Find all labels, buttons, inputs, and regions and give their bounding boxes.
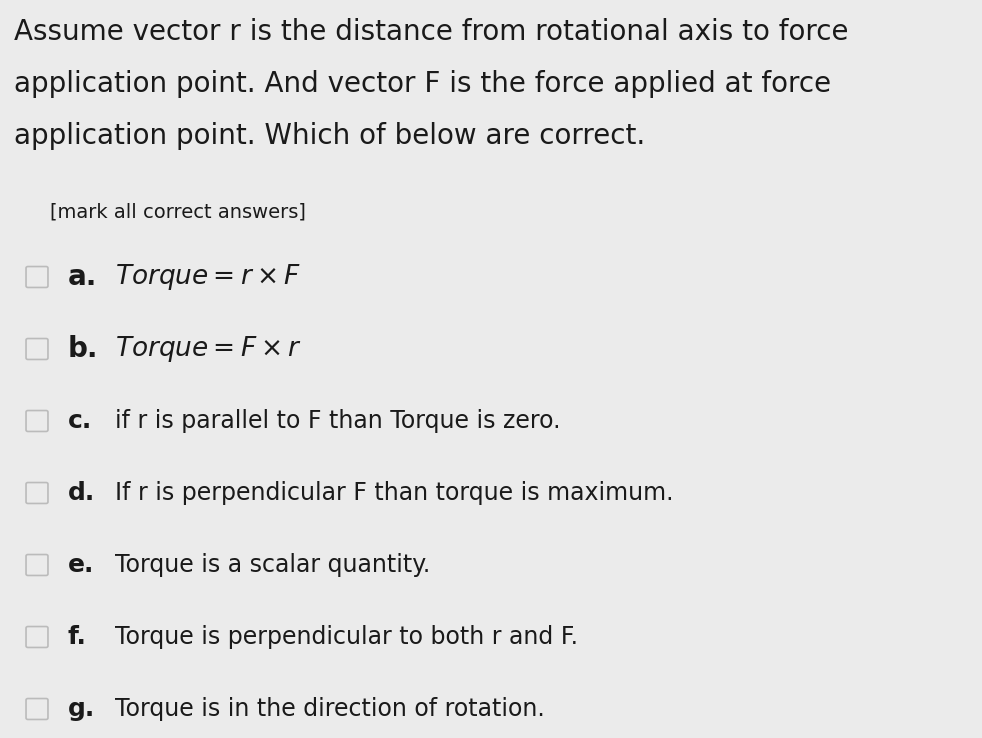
Text: $\mathit{Torque} = r \times F$: $\mathit{Torque} = r \times F$ xyxy=(115,262,300,292)
Text: d.: d. xyxy=(68,481,95,505)
Text: application point. And vector F is the force applied at force: application point. And vector F is the f… xyxy=(14,70,831,98)
Text: [mark all correct answers]: [mark all correct answers] xyxy=(50,202,305,221)
Text: c.: c. xyxy=(68,409,92,433)
Text: Torque is perpendicular to both r and F.: Torque is perpendicular to both r and F. xyxy=(115,625,578,649)
Text: Assume vector r is the distance from rotational axis to force: Assume vector r is the distance from rot… xyxy=(14,18,848,46)
Text: f.: f. xyxy=(68,625,86,649)
Text: b.: b. xyxy=(68,335,98,363)
Text: e.: e. xyxy=(68,553,94,577)
Text: g.: g. xyxy=(68,697,95,721)
Text: application point. Which of below are correct.: application point. Which of below are co… xyxy=(14,122,645,150)
Text: $\mathit{Torque} = F \times r$: $\mathit{Torque} = F \times r$ xyxy=(115,334,301,364)
Text: Torque is a scalar quantity.: Torque is a scalar quantity. xyxy=(115,553,430,577)
Text: a.: a. xyxy=(68,263,97,291)
Text: If r is perpendicular F than torque is maximum.: If r is perpendicular F than torque is m… xyxy=(115,481,674,505)
Text: Torque is in the direction of rotation.: Torque is in the direction of rotation. xyxy=(115,697,545,721)
Text: if r is parallel to F than Torque is zero.: if r is parallel to F than Torque is zer… xyxy=(115,409,561,433)
